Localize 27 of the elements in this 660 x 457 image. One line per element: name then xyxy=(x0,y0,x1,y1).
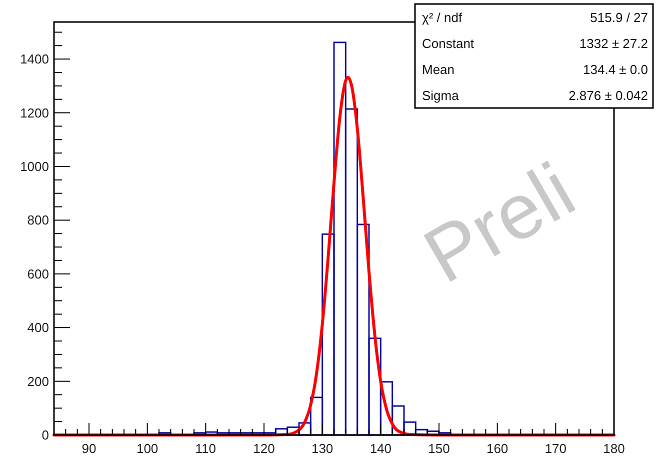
annotation: Sigma xyxy=(422,88,460,103)
y-tick-label: 400 xyxy=(27,320,49,336)
x-tick-label: 90 xyxy=(82,441,96,456)
y-tick-label: 200 xyxy=(27,374,49,389)
annotation: Constant xyxy=(422,36,474,51)
x-tick-label: 170 xyxy=(544,441,567,456)
annotation: 134.4 ± 0.0 xyxy=(583,62,648,77)
y-tick-label: 600 xyxy=(27,266,49,282)
x-tick-label: 150 xyxy=(428,441,450,456)
x-tick-label: 100 xyxy=(136,441,158,456)
x-tick-label: 120 xyxy=(253,441,275,456)
annotation: Mean xyxy=(422,62,455,77)
x-tick-label: 160 xyxy=(486,441,508,456)
x-tick-label: 140 xyxy=(370,441,392,456)
y-tick-label: 1200 xyxy=(20,105,49,120)
line-series xyxy=(52,76,616,436)
y-tick-label: 1000 xyxy=(20,158,49,174)
annotation: 515.9 / 27 xyxy=(590,10,648,25)
x-tick-label: 110 xyxy=(195,441,216,456)
y-tick-label: 0 xyxy=(42,428,49,442)
y-tick-label: 800 xyxy=(27,212,49,228)
annotation: 2.876 ± 0.042 xyxy=(568,88,648,103)
annotation: 1332 ± 27.2 xyxy=(579,36,648,51)
x-tick-label: 180 xyxy=(603,441,625,456)
annotation: χ² / ndf xyxy=(422,10,462,25)
y-tick-label: 1400 xyxy=(20,52,49,67)
x-tick-label: 130 xyxy=(311,441,334,456)
